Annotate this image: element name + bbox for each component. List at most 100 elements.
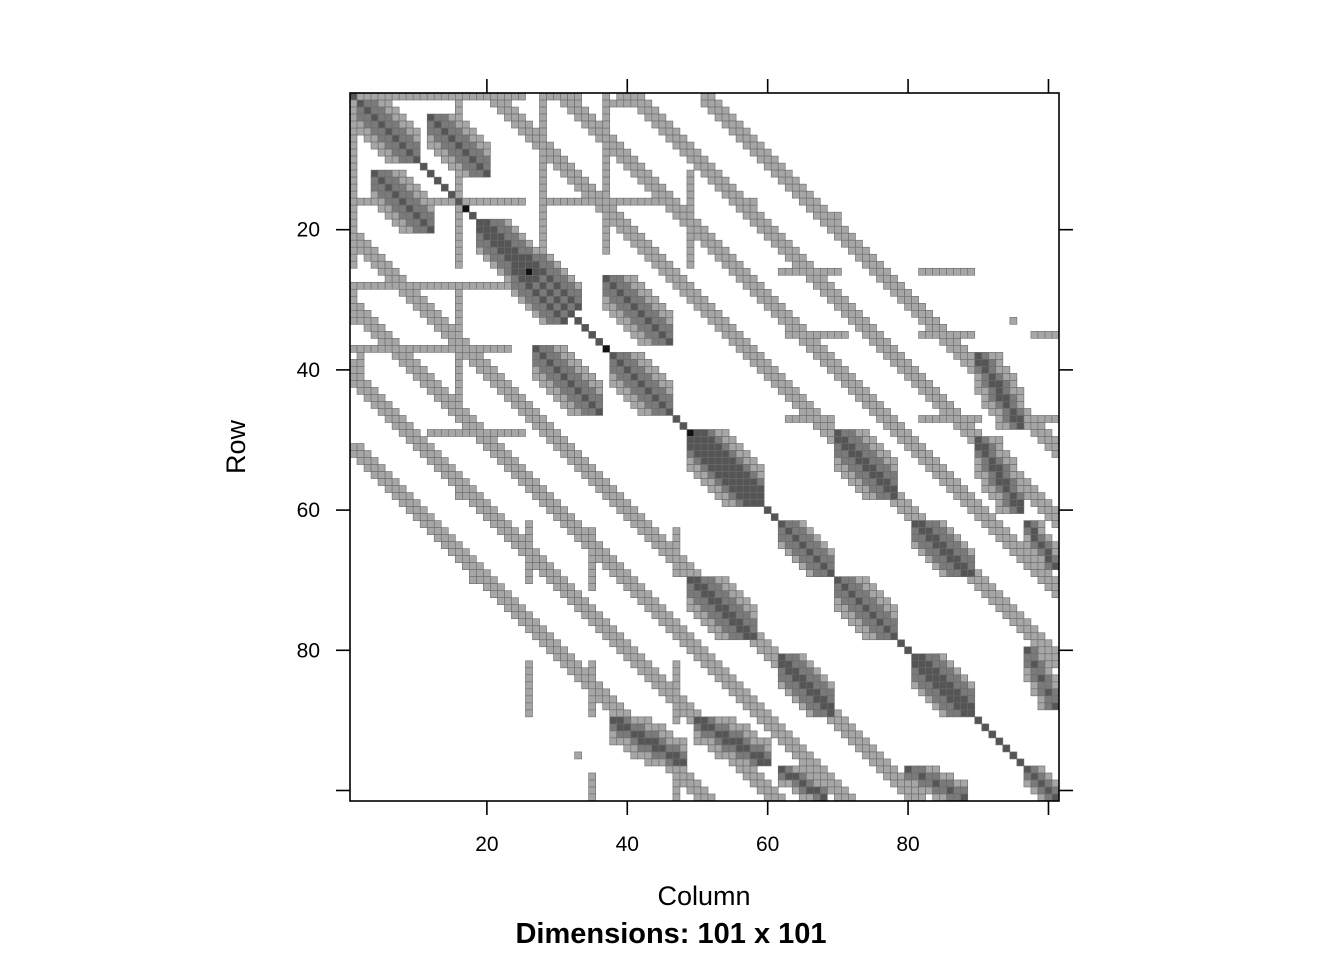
matrix-cell <box>553 387 561 395</box>
matrix-cell <box>1009 408 1018 416</box>
matrix-cell <box>483 359 491 367</box>
matrix-cell <box>602 302 611 311</box>
matrix-cell <box>883 464 891 472</box>
matrix-cell <box>447 401 456 409</box>
matrix-cell <box>658 751 667 760</box>
matrix-cell <box>988 352 997 360</box>
matrix-cell <box>391 338 400 346</box>
matrix-cell <box>791 520 800 528</box>
matrix-cell <box>1009 380 1018 388</box>
matrix-cell <box>827 225 835 234</box>
matrix-cell <box>532 253 540 262</box>
matrix-cell <box>567 197 575 206</box>
matrix-cell <box>504 232 512 241</box>
matrix-cell <box>967 352 976 360</box>
matrix-cell <box>426 345 435 353</box>
matrix-cell <box>883 345 891 353</box>
matrix-cell <box>595 120 604 129</box>
matrix-cell <box>476 197 484 206</box>
matrix-cell <box>749 352 758 360</box>
matrix-cell <box>798 562 807 570</box>
matrix-cell <box>918 513 926 521</box>
matrix-cell <box>518 408 526 416</box>
matrix-cell <box>1030 772 1039 781</box>
matrix-cell <box>539 99 547 108</box>
matrix-cell <box>805 415 814 423</box>
matrix-cell <box>749 702 758 711</box>
matrix-cell <box>686 239 695 248</box>
matrix-cell <box>665 541 674 549</box>
matrix-cell <box>904 436 912 444</box>
matrix-cell <box>595 197 604 206</box>
matrix-cell <box>932 471 940 479</box>
matrix-cell <box>679 141 688 150</box>
matrix-cell <box>469 127 477 136</box>
matrix-cell <box>862 246 870 255</box>
matrix-cell <box>525 625 533 634</box>
matrix-cell <box>679 218 688 227</box>
matrix-cell <box>539 127 547 136</box>
matrix-cell <box>883 422 891 430</box>
matrix-cell <box>511 232 519 241</box>
matrix-cell <box>405 281 414 290</box>
matrix-cell <box>897 499 905 507</box>
matrix-cell <box>560 345 568 353</box>
matrix-cell <box>532 485 540 493</box>
matrix-cell <box>1009 611 1018 620</box>
matrix-cell <box>658 534 667 542</box>
matrix-cell <box>637 310 646 318</box>
matrix-cell <box>440 387 449 395</box>
matrix-cell <box>398 113 407 122</box>
matrix-cell <box>426 218 435 227</box>
matrix-cell <box>651 667 660 676</box>
matrix-cell <box>756 737 765 746</box>
matrix-cell <box>391 204 400 213</box>
matrix-cell <box>525 660 533 669</box>
matrix-cell <box>546 310 554 318</box>
matrix-cell <box>784 324 793 332</box>
matrix-cell <box>883 352 891 360</box>
matrix-cell <box>798 520 807 528</box>
matrix-cell <box>546 352 554 360</box>
matrix-cell <box>820 422 828 430</box>
matrix-cell <box>595 548 604 556</box>
matrix-cell <box>862 492 870 500</box>
matrix-cell <box>644 401 653 409</box>
matrix-cell <box>560 92 568 101</box>
matrix-cell <box>995 506 1004 514</box>
matrix-cell <box>539 569 547 577</box>
matrix-cell <box>855 604 863 613</box>
matrix-cell <box>581 176 589 185</box>
matrix-cell <box>791 660 800 669</box>
matrix-cell <box>595 471 604 479</box>
matrix-cell <box>588 793 596 802</box>
matrix-cell <box>784 534 793 542</box>
matrix-cell <box>462 345 470 353</box>
matrix-cell <box>967 695 976 704</box>
matrix-cell <box>742 197 751 206</box>
matrix-cell <box>728 436 737 444</box>
matrix-cell <box>644 197 653 206</box>
matrix-cell <box>1044 681 1053 690</box>
matrix-cell <box>609 737 618 746</box>
matrix-cell <box>862 464 870 472</box>
matrix-cell <box>974 583 983 592</box>
matrix-cell <box>469 345 477 353</box>
matrix-cell <box>707 99 716 108</box>
matrix-cell <box>454 401 463 409</box>
matrix-cell <box>560 401 568 409</box>
matrix-cell <box>1009 394 1018 402</box>
matrix-cell <box>630 660 639 669</box>
matrix-cell <box>426 204 435 213</box>
matrix-cell <box>595 611 604 620</box>
matrix-cell <box>1037 667 1046 676</box>
matrix-cell <box>1037 639 1046 648</box>
matrix-cell <box>1037 499 1046 507</box>
matrix-cell <box>679 422 688 430</box>
matrix-cell <box>476 499 484 507</box>
matrix-cell <box>1023 772 1032 781</box>
matrix-cell <box>939 667 947 676</box>
matrix-cell <box>539 281 547 290</box>
matrix-cell <box>511 260 519 269</box>
matrix-cell <box>749 141 758 150</box>
